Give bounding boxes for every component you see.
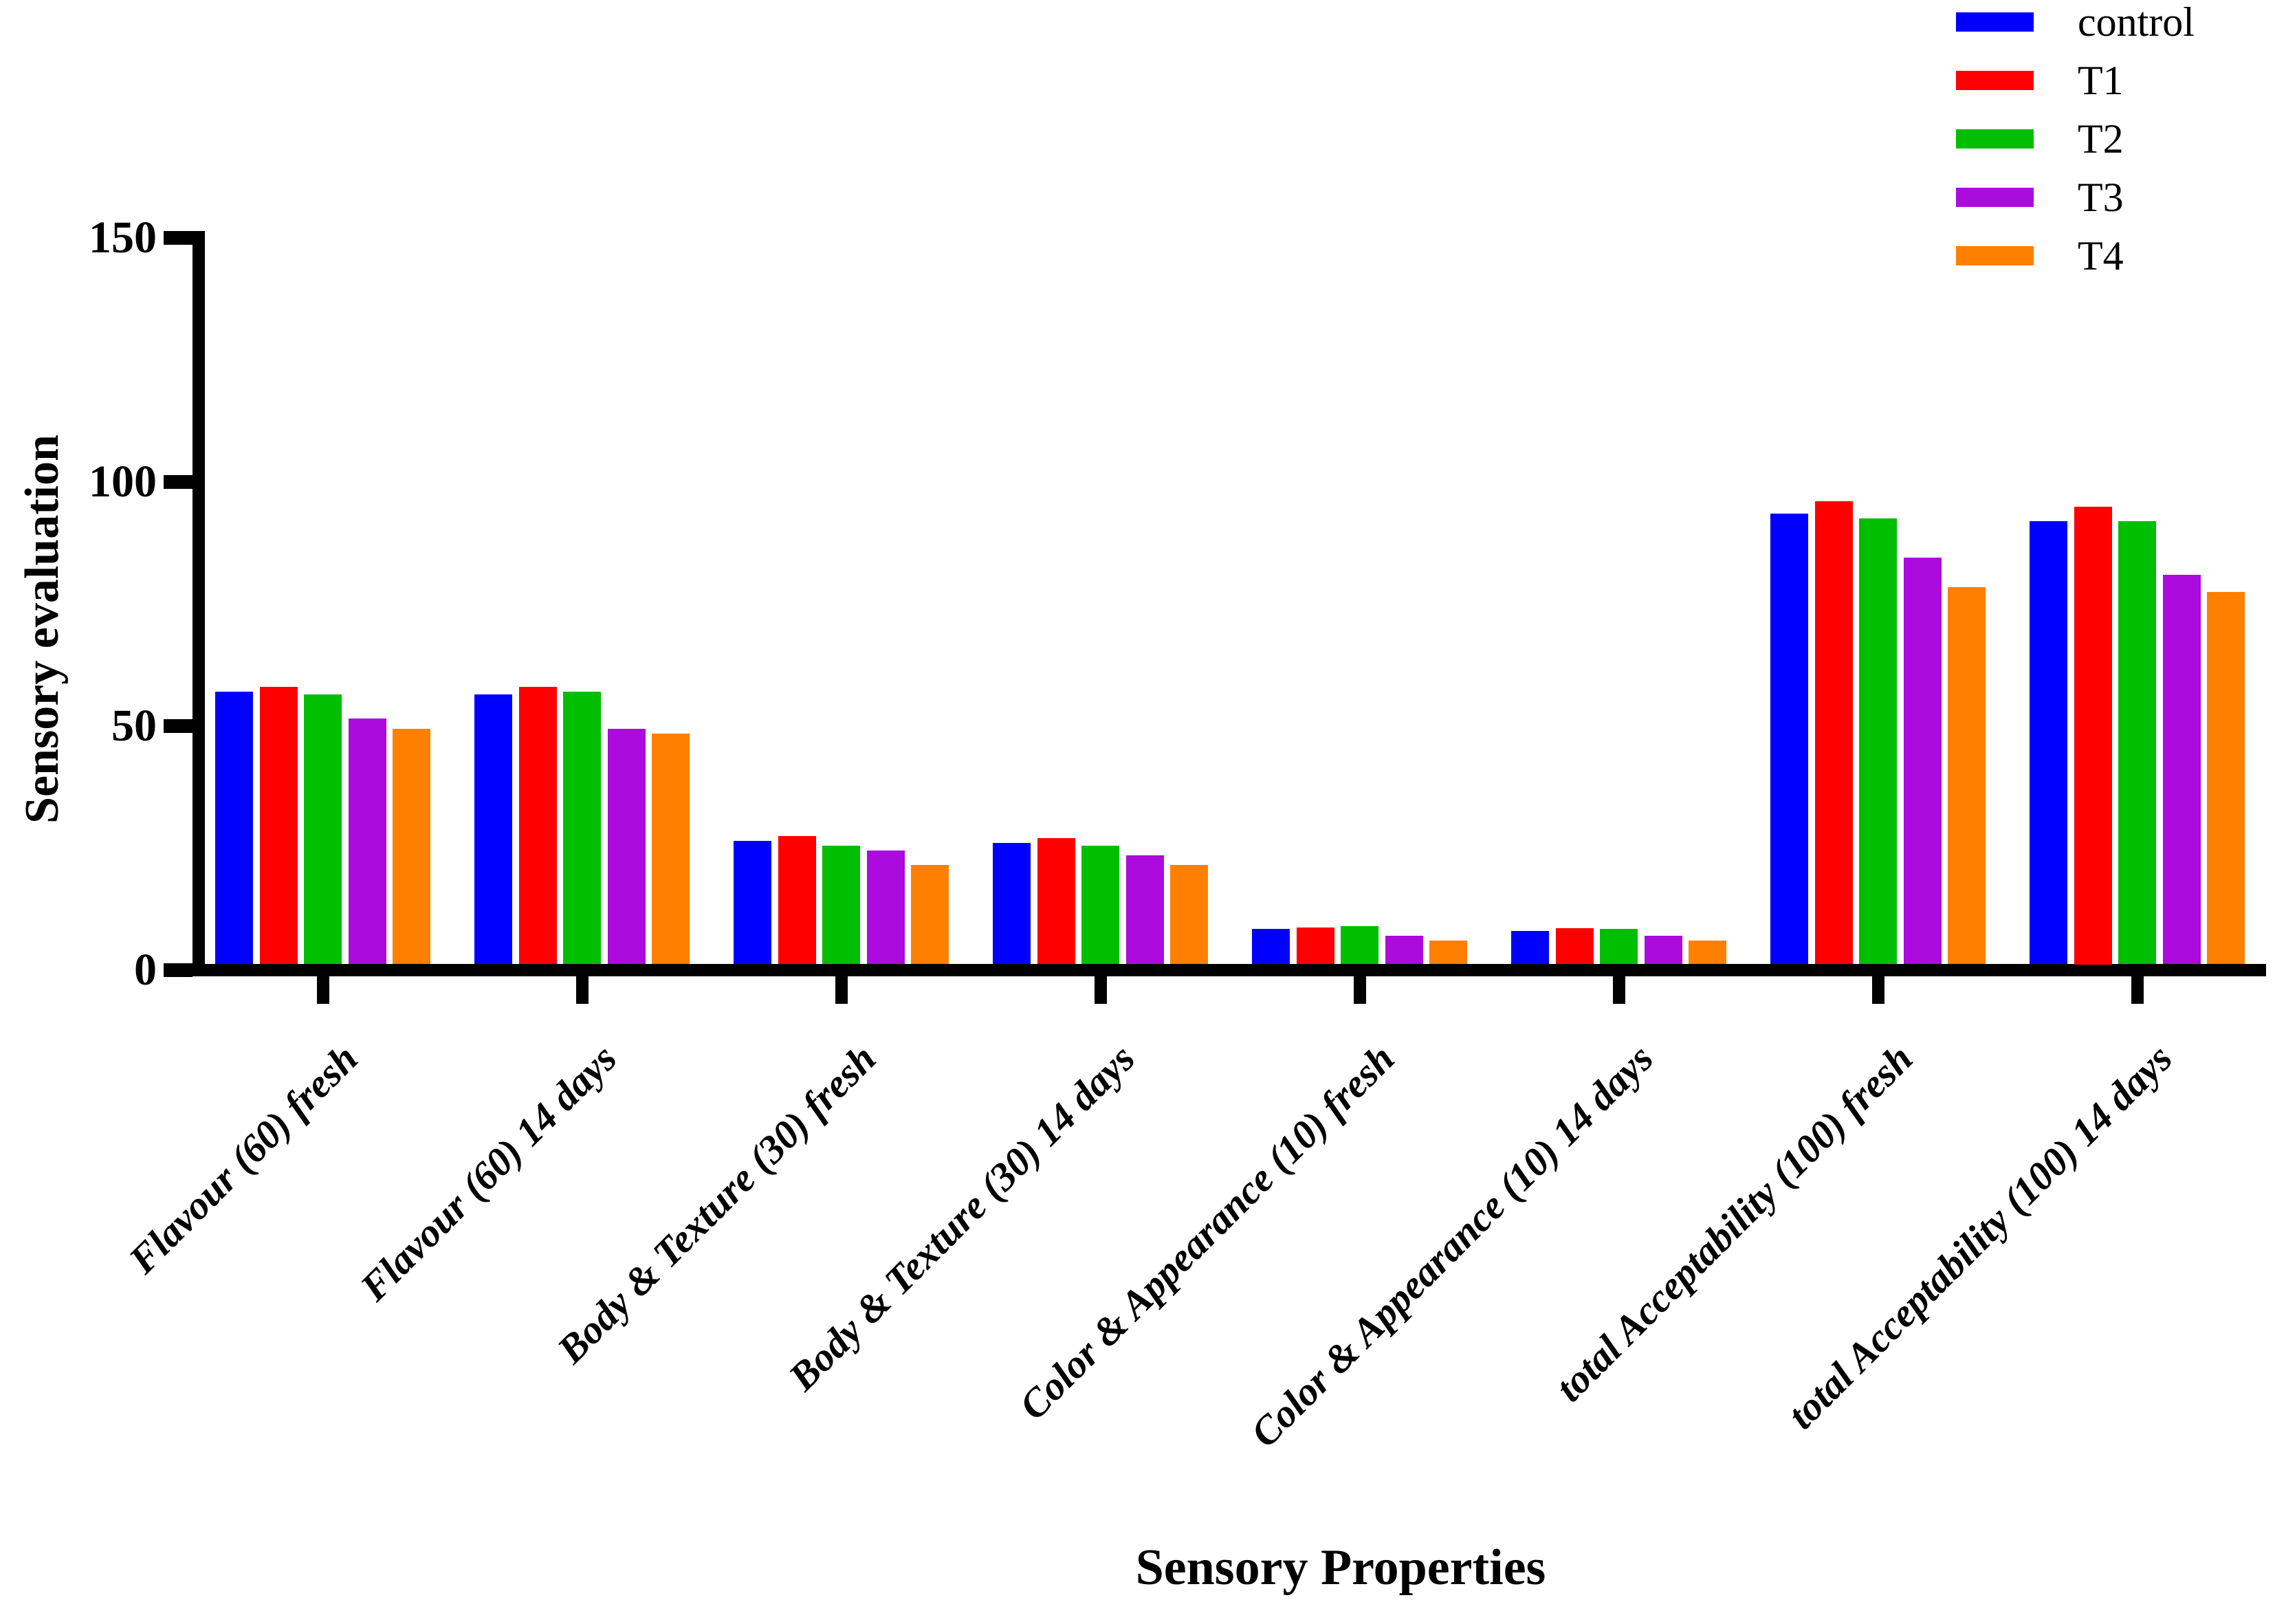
legend-swatch-T3 <box>1956 188 2034 207</box>
legend-label: T3 <box>2078 175 2124 220</box>
y-axis-tick-label: 100 <box>89 457 157 507</box>
bar-T3-4 <box>1385 936 1423 964</box>
y-axis-line <box>193 231 205 976</box>
bar-T2-1 <box>563 692 601 964</box>
legend-swatch-T1 <box>1956 71 2034 90</box>
bar-T1-3 <box>1037 838 1075 964</box>
bar-T4-4 <box>1429 941 1467 964</box>
bar-T4-5 <box>1689 941 1726 964</box>
bar-control-0 <box>215 692 253 964</box>
bar-T4-6 <box>1948 587 1986 964</box>
legend-swatch-T4 <box>1956 246 2034 265</box>
bar-T2-3 <box>1081 846 1119 964</box>
bar-T3-6 <box>1904 558 1942 964</box>
bar-T2-7 <box>2118 521 2156 964</box>
legend-label: T2 <box>2078 116 2124 162</box>
bar-T4-3 <box>1170 865 1208 964</box>
bar-T3-7 <box>2163 575 2201 964</box>
x-axis-tick <box>835 976 848 1004</box>
bar-control-5 <box>1511 931 1549 964</box>
bar-T1-1 <box>519 687 557 964</box>
bar-T3-5 <box>1645 936 1682 964</box>
bar-T1-7 <box>2074 507 2112 965</box>
category-label: Color & Appearance (10) 14 days <box>1242 1035 1662 1456</box>
bar-T1-0 <box>260 687 298 964</box>
legend-swatch-control <box>1956 12 2034 32</box>
y-axis-tick-label: 50 <box>111 701 157 751</box>
x-axis-tick <box>1872 976 1884 1004</box>
bar-T3-1 <box>608 729 646 964</box>
bar-T2-4 <box>1341 926 1378 964</box>
bar-T1-6 <box>1815 501 1853 964</box>
x-axis-tick <box>576 976 589 1004</box>
category-label: Flavour (60) 14 days <box>351 1035 626 1310</box>
bar-T2-5 <box>1600 929 1638 964</box>
bar-T2-6 <box>1859 518 1897 964</box>
bar-T4-2 <box>911 865 949 964</box>
bar-control-7 <box>2030 521 2067 964</box>
y-axis-tick <box>164 475 193 489</box>
x-axis-title: Sensory Properties <box>1135 1539 1546 1596</box>
y-axis-tick <box>164 719 193 733</box>
bar-T1-5 <box>1556 928 1594 964</box>
bar-T4-7 <box>2207 592 2245 964</box>
x-axis-tick <box>317 976 329 1004</box>
bar-T3-3 <box>1126 855 1164 964</box>
bar-T3-2 <box>867 851 905 964</box>
bar-control-1 <box>474 694 512 964</box>
bar-T4-0 <box>393 729 430 964</box>
legend-label: T1 <box>2078 58 2124 103</box>
y-axis-tick <box>164 963 193 977</box>
legend-label: T4 <box>2078 233 2124 278</box>
bar-T2-2 <box>822 846 860 964</box>
bar-control-3 <box>993 843 1031 964</box>
y-axis-tick <box>164 231 193 245</box>
x-axis-line <box>193 964 2266 976</box>
y-axis-tick-label: 0 <box>134 945 157 995</box>
y-axis-tick-label: 150 <box>89 212 157 263</box>
x-axis-tick <box>1354 976 1366 1004</box>
x-axis-tick <box>2131 976 2144 1004</box>
category-label: Flavour (60) fresh <box>120 1035 366 1282</box>
x-axis-tick <box>1095 976 1107 1004</box>
bar-T2-0 <box>304 694 342 964</box>
bar-control-2 <box>734 841 771 964</box>
bar-control-4 <box>1252 929 1290 964</box>
bar-T3-0 <box>349 718 386 964</box>
bar-T1-2 <box>778 836 816 964</box>
legend-swatch-T2 <box>1956 129 2034 149</box>
bar-T1-4 <box>1297 928 1334 964</box>
bar-T4-1 <box>652 734 690 964</box>
legend-label: control <box>2078 0 2195 45</box>
bar-control-6 <box>1770 514 1808 964</box>
x-axis-tick <box>1613 976 1625 1004</box>
